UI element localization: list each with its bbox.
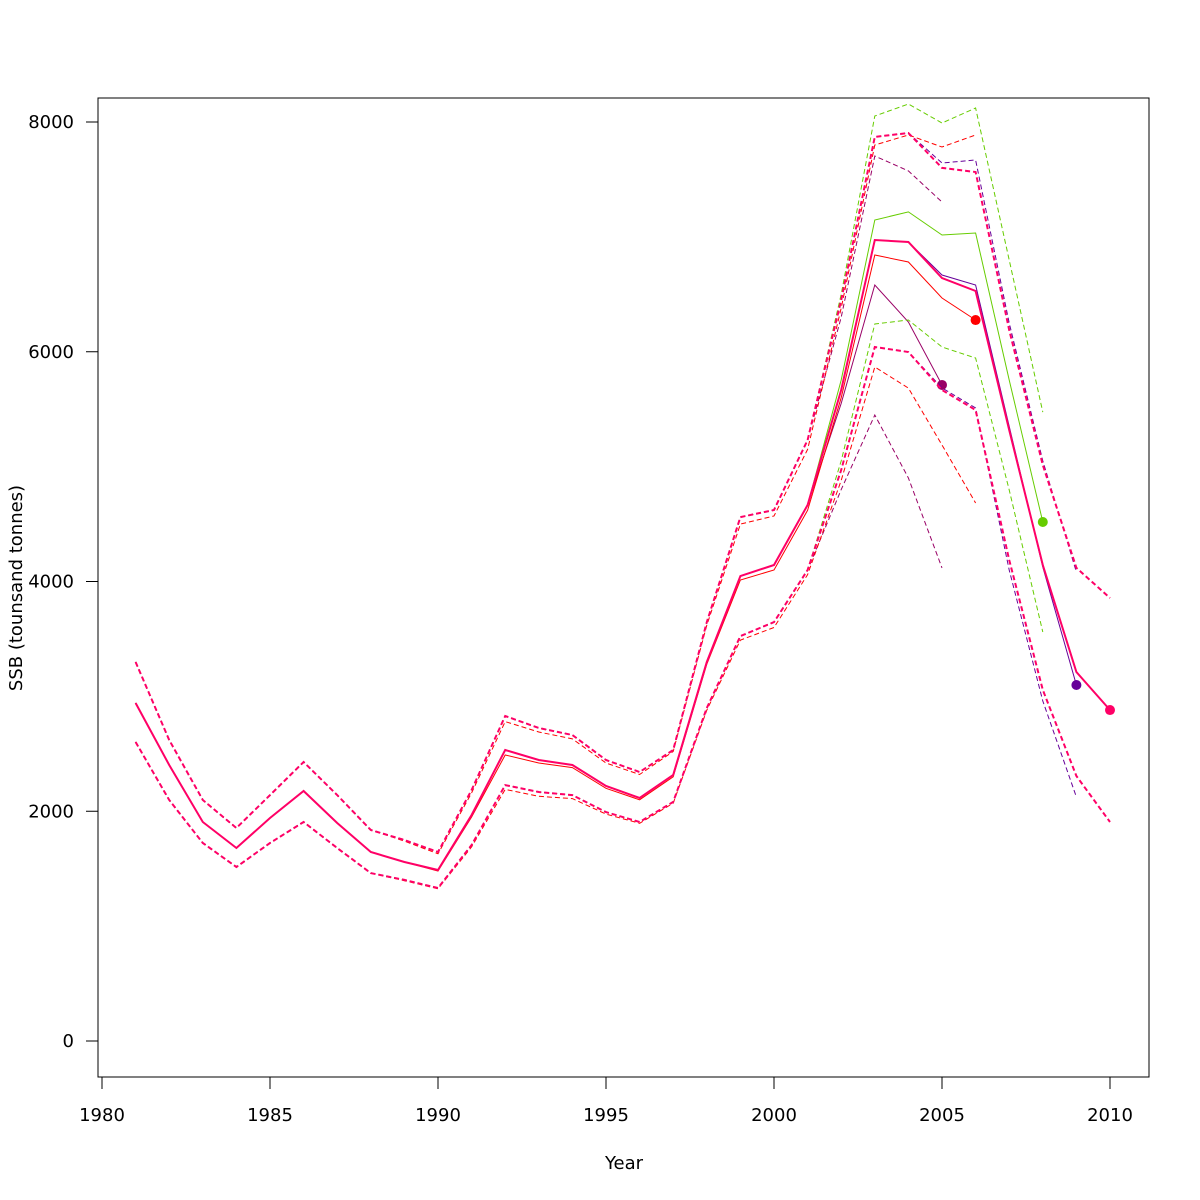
lower-ci-line-2008 bbox=[135, 319, 1044, 889]
upper-ci-line-2010 bbox=[134, 131, 1111, 854]
axes-group: 1980 1985 1990 1995 2000 2005 2010 0 2000 4000 600… bbox=[28, 112, 1133, 1126]
ssb-line-2008 bbox=[135, 211, 1044, 871]
x-tick-label: 1980 bbox=[79, 1105, 125, 1126]
upper-ci-line-2009 bbox=[135, 132, 1077, 853]
upper-ci-line-2008 bbox=[135, 103, 1044, 853]
x-tick-label: 1995 bbox=[583, 1105, 629, 1126]
y-tick-label: 4000 bbox=[28, 572, 74, 593]
upper-ci-line-2005 bbox=[135, 155, 943, 853]
x-tick-label: 1985 bbox=[247, 1105, 293, 1126]
x-tick-label: 2000 bbox=[751, 1105, 797, 1126]
ssb-line-2009 bbox=[135, 239, 1077, 871]
x-tick-label: 2005 bbox=[919, 1105, 965, 1126]
lower-ci-line-2009 bbox=[135, 346, 1077, 889]
x-tick-label: 1990 bbox=[415, 1105, 461, 1126]
terminal-point-2009 bbox=[1071, 680, 1082, 691]
lower-ci-line-2006 bbox=[135, 366, 977, 890]
terminal-point-2008 bbox=[1037, 516, 1048, 527]
lower-ci-line-2005 bbox=[135, 413, 943, 889]
lower-ci-line-2010 bbox=[134, 345, 1111, 890]
ssb-line-2006 bbox=[135, 254, 976, 872]
y-tick-label: 2000 bbox=[28, 801, 74, 822]
terminal-point-2010 bbox=[1105, 705, 1115, 716]
y-axis-title: SSB (tounsand tonnes) bbox=[6, 485, 27, 691]
y-tick-label: 0 bbox=[63, 1031, 74, 1052]
upper-ci-line-2006 bbox=[135, 134, 976, 855]
y-tick-label: 8000 bbox=[28, 112, 74, 133]
x-axis-title: Year bbox=[604, 1153, 644, 1174]
x-tick-label: 2010 bbox=[1087, 1105, 1133, 1126]
plot-frame bbox=[97, 97, 1150, 1078]
ssb-line-2005 bbox=[135, 283, 943, 871]
terminal-point-2006 bbox=[970, 315, 981, 326]
ssb-line-2010 bbox=[134, 238, 1111, 872]
series-group bbox=[134, 103, 1115, 890]
y-tick-label: 6000 bbox=[28, 342, 74, 363]
